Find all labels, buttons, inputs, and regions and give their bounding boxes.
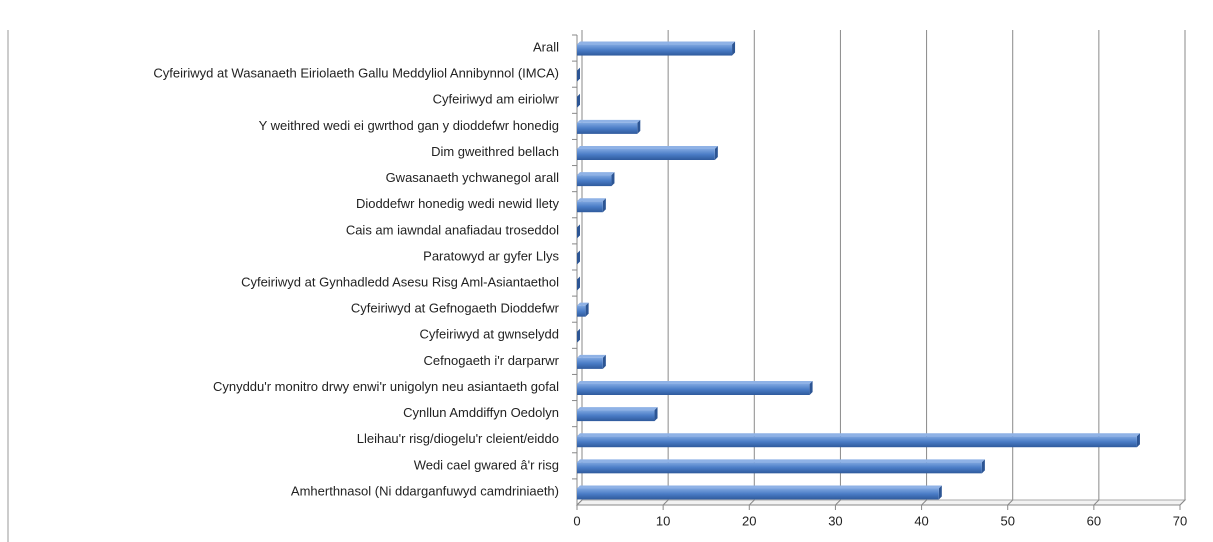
bar-side	[611, 172, 615, 187]
x-tick-label: 0	[573, 513, 580, 528]
bar	[577, 172, 615, 187]
bar-front	[577, 44, 733, 56]
grid-line	[576, 30, 583, 506]
bar-side	[654, 407, 658, 422]
x-tick-label: 60	[1087, 513, 1101, 528]
bar	[577, 250, 580, 265]
y-tick-label: Y weithred wedi ei gwrthod gan y dioddef…	[259, 118, 559, 133]
bar-top	[577, 41, 736, 45]
y-tick-label: Cyfeiriwyd at Gefnogaeth Dioddefwr	[351, 301, 560, 316]
grid-line	[1179, 30, 1186, 506]
bar-side	[981, 459, 985, 474]
bar-front	[577, 122, 638, 134]
y-tick-label: Cyfeiriwyd at Wasanaeth Eiriolaeth Gallu…	[153, 66, 559, 81]
y-tick-label: Cynyddu'r monitro drwy enwi'r unigolyn n…	[213, 379, 559, 394]
y-tick-label: Cais am iawndal anafiadau troseddol	[346, 222, 559, 237]
bar-front	[577, 149, 715, 160]
bar-front	[577, 410, 655, 422]
bar	[577, 459, 985, 474]
bar	[577, 328, 580, 343]
bar-side	[809, 381, 813, 395]
y-tick-label: Cyfeiriwyd at gwnselydd	[420, 327, 559, 342]
grid-line	[662, 30, 669, 506]
bar-top	[577, 172, 615, 176]
bar-side	[938, 485, 942, 500]
bar-side	[732, 41, 736, 56]
bar-side	[577, 276, 580, 291]
bar-side	[577, 250, 580, 265]
x-tick-label: 70	[1173, 513, 1187, 528]
grid-line	[835, 30, 841, 506]
bar	[577, 67, 580, 82]
bar-front	[577, 462, 982, 474]
bar-top	[577, 381, 813, 384]
y-tick-label: Paratowyd ar gyfer Llys	[423, 248, 559, 263]
bar	[577, 198, 606, 213]
y-tick-label: Lleihau'r risg/diogelu'r cleient/eiddo	[357, 431, 559, 446]
bar	[577, 93, 580, 108]
bar	[577, 119, 641, 134]
bar-top	[577, 146, 718, 149]
y-tick-label: Cyfeiriwyd at Gynhadledd Asesu Risg Aml-…	[241, 274, 559, 289]
bar	[577, 146, 718, 160]
bar	[577, 354, 606, 369]
bar-front	[577, 201, 603, 213]
y-tick-label: Cefnogaeth i'r darparwr	[424, 353, 560, 368]
bar-front	[577, 357, 603, 369]
y-tick-label: Gwasanaeth ychwanegol arall	[386, 170, 560, 185]
bar-side	[577, 67, 580, 82]
bar-side	[602, 198, 606, 213]
y-tick-label: Dioddefwr honedig wedi newid llety	[356, 196, 560, 211]
bar	[577, 302, 589, 317]
bar-front	[577, 384, 810, 395]
y-tick-label: Amherthnasol (Ni ddarganfuwyd camdriniae…	[291, 483, 559, 498]
bar-side	[1136, 433, 1140, 448]
x-tick-label: 10	[656, 513, 670, 528]
grid-line	[921, 30, 928, 506]
y-tick-label: Cyfeiriwyd am eiriolwr	[433, 92, 560, 107]
bar-side	[637, 119, 641, 134]
bar-side	[585, 302, 589, 317]
bar-front	[577, 175, 612, 187]
bar	[577, 407, 658, 422]
bar-top	[577, 433, 1140, 437]
bar	[577, 485, 942, 500]
x-tick-label: 40	[914, 513, 928, 528]
bar	[577, 41, 736, 56]
bar	[577, 433, 1140, 448]
x-tick-label: 50	[1000, 513, 1014, 528]
bar-top	[577, 354, 606, 358]
bar-side	[577, 224, 580, 239]
grid-line	[748, 30, 755, 506]
bar-front	[577, 305, 586, 317]
bar-top	[577, 459, 985, 463]
bar-front	[577, 488, 939, 500]
y-tick-label: Dim gweithred bellach	[431, 144, 559, 159]
y-tick-label: Cynllun Amddiffyn Oedolyn	[403, 405, 559, 420]
bar-top	[577, 302, 589, 306]
bar-top	[577, 119, 641, 123]
bar-side	[714, 146, 718, 160]
grid-line	[1007, 30, 1014, 506]
y-tick-label: Wedi cael gwared â'r risg	[414, 457, 559, 472]
bar	[577, 276, 580, 291]
y-tick-label: Arall	[533, 39, 559, 54]
bar-top	[577, 485, 942, 489]
x-tick-label: 30	[828, 513, 842, 528]
bar	[577, 224, 580, 239]
bar-top	[577, 198, 606, 202]
floor	[575, 499, 1187, 506]
bar-side	[602, 354, 606, 369]
x-tick-label: 20	[742, 513, 756, 528]
bar-front	[577, 436, 1137, 448]
bar	[577, 381, 813, 395]
grid-line	[1093, 30, 1100, 506]
bar-side	[577, 93, 580, 108]
bar-side	[577, 328, 580, 343]
bar-top	[577, 407, 658, 411]
